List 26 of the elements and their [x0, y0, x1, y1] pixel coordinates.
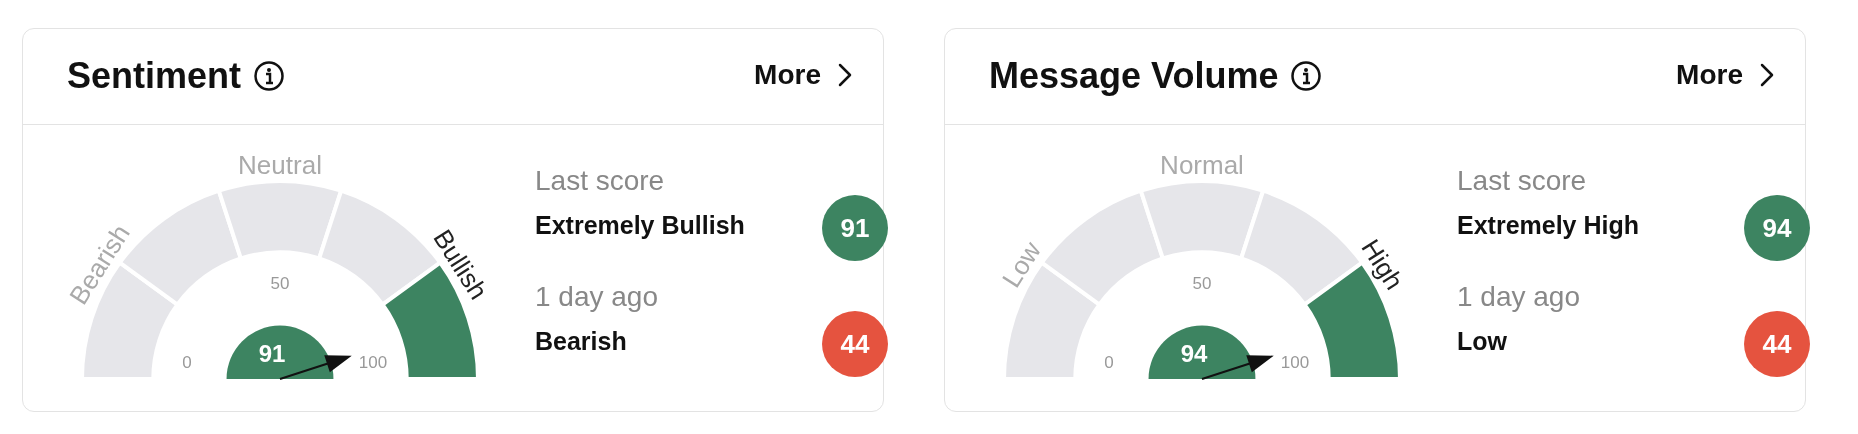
- chart-title: Sentiment: [67, 55, 242, 97]
- text: 100: [1280, 352, 1310, 372]
- text: 0: [182, 352, 192, 372]
- text: 91: [258, 339, 286, 367]
- text: Extremely High: [1457, 211, 1640, 240]
- slice-label: Normal: [1160, 150, 1244, 181]
- text: 1 day ago: [535, 281, 658, 313]
- text: More: [754, 59, 821, 91]
- text: 0: [1104, 352, 1114, 372]
- text: More: [1676, 59, 1743, 91]
- chart-title: Message Volume: [989, 55, 1279, 97]
- text: 100: [358, 352, 388, 372]
- text: Low: [1457, 327, 1507, 356]
- text: 44: [1744, 311, 1810, 377]
- text: 1 day ago: [1457, 281, 1580, 313]
- text: 94: [1180, 339, 1208, 367]
- text: 94: [1744, 195, 1810, 261]
- text: 91: [822, 195, 888, 261]
- text: 44: [822, 311, 888, 377]
- text: 50: [270, 273, 290, 293]
- text: 50: [1192, 273, 1212, 293]
- text: Bearish: [535, 327, 627, 356]
- text: Last score: [535, 165, 665, 197]
- slice-label: Neutral: [238, 150, 322, 181]
- text: Last score: [1457, 165, 1587, 197]
- text: Extremely Bullish: [535, 211, 745, 240]
